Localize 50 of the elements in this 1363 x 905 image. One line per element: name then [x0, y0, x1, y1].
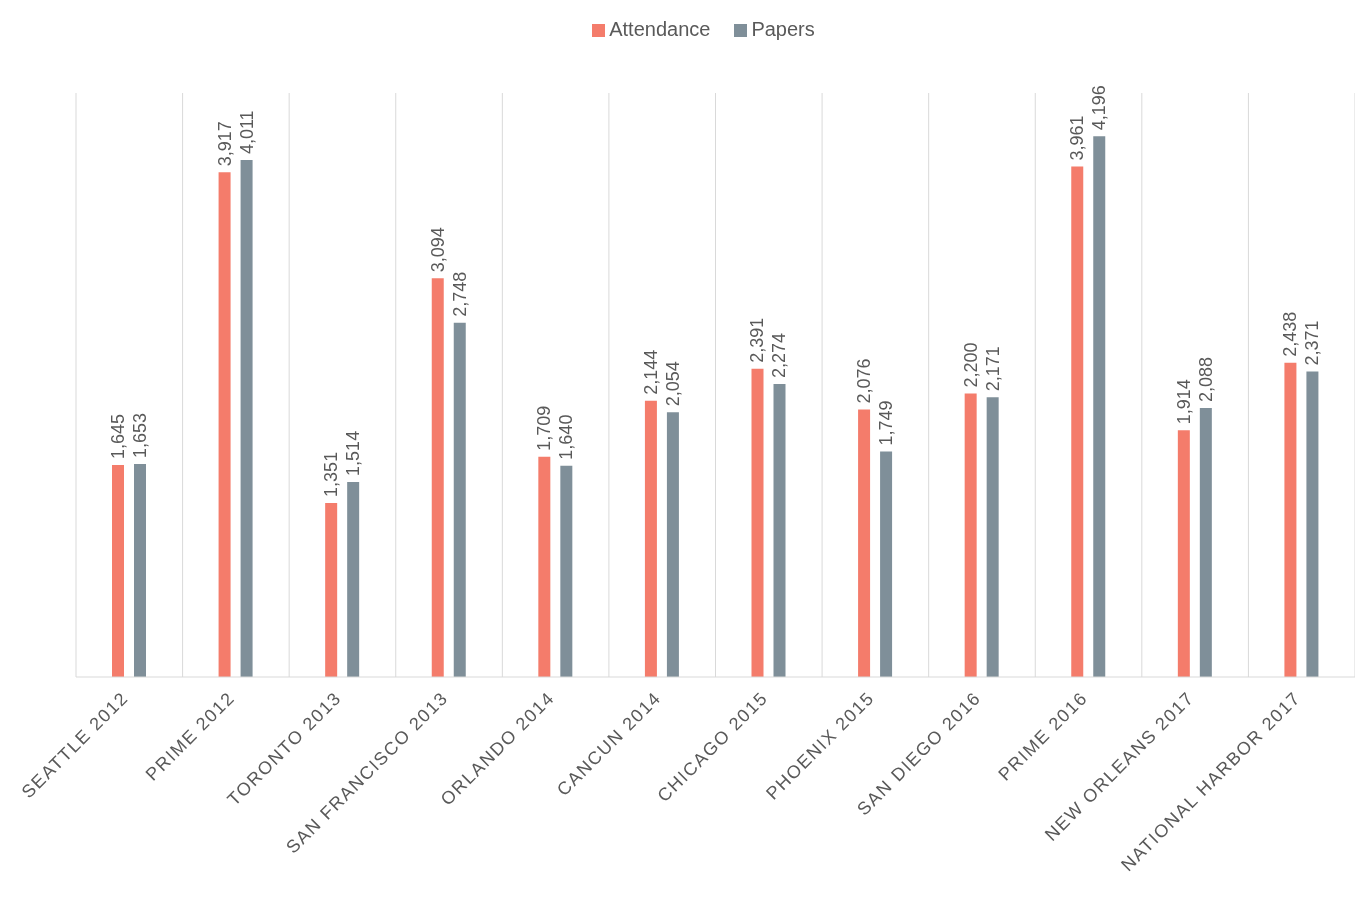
data-label: 1,514 — [343, 430, 364, 476]
bar — [112, 465, 124, 677]
bar — [431, 278, 444, 677]
bar — [453, 322, 466, 677]
data-label: 4,196 — [1089, 85, 1110, 131]
data-label: 2,054 — [662, 361, 683, 407]
data-label: 1,709 — [534, 405, 555, 451]
data-label: 3,917 — [214, 121, 235, 167]
data-label: 1,653 — [130, 412, 150, 458]
data-label: 1,351 — [321, 451, 342, 497]
bar — [325, 502, 338, 677]
data-label: 1,914 — [1173, 379, 1194, 425]
data-label: 1,640 — [556, 414, 577, 460]
legend-label: Papers — [751, 18, 815, 40]
legend-label: Attendance — [609, 18, 711, 40]
bar — [1093, 136, 1106, 677]
bar — [880, 451, 893, 677]
bar — [858, 409, 871, 677]
data-label: 2,171 — [982, 346, 1003, 392]
bar — [1177, 430, 1190, 677]
bar — [666, 412, 679, 677]
data-label: 1,749 — [876, 400, 897, 446]
bar — [560, 465, 573, 677]
data-label: 2,144 — [640, 349, 661, 395]
bar — [1071, 166, 1084, 677]
bar — [1284, 362, 1297, 677]
data-label: 2,088 — [1195, 356, 1216, 402]
bar — [347, 481, 360, 677]
data-label: 4,011 — [236, 110, 257, 155]
data-label: 2,391 — [747, 317, 768, 363]
data-label: 1,645 — [108, 413, 128, 460]
data-label: 2,200 — [960, 342, 981, 388]
data-label: 3,094 — [427, 227, 448, 273]
bar — [538, 456, 551, 677]
bar — [751, 368, 764, 677]
bar — [644, 400, 657, 677]
data-label: 2,274 — [769, 332, 790, 378]
bar — [240, 160, 253, 677]
data-label: 2,748 — [449, 271, 470, 317]
data-label: 2,438 — [1280, 311, 1301, 357]
bar — [964, 393, 977, 677]
data-label: 2,076 — [854, 358, 875, 404]
bar — [218, 172, 231, 677]
bar — [986, 397, 999, 677]
bar — [1199, 407, 1212, 677]
bar — [134, 463, 146, 677]
bar — [1306, 371, 1319, 677]
data-label: 2,371 — [1302, 320, 1323, 366]
data-label: 3,961 — [1067, 115, 1088, 161]
bar — [773, 383, 786, 677]
